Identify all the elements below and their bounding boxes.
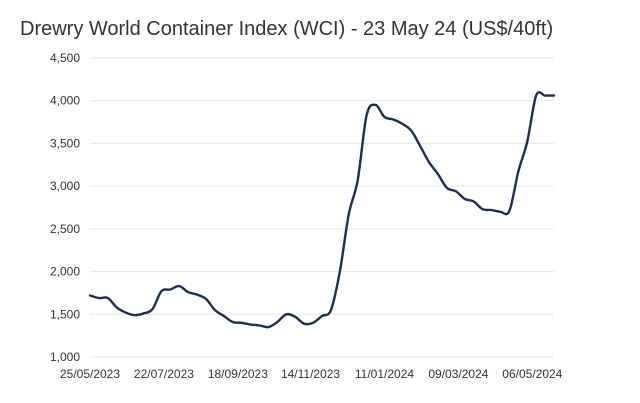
- y-tick-label: 1,500: [50, 307, 80, 321]
- chart-title: Drewry World Container Index (WCI) - 23 …: [20, 18, 554, 40]
- gridlines: [90, 57, 554, 358]
- y-tick-label: 2,500: [50, 222, 80, 236]
- x-tick-label: 14/11/2023: [281, 367, 340, 381]
- x-tick-label: 11/01/2024: [355, 367, 414, 381]
- x-tick-label: 25/05/2023: [60, 367, 120, 381]
- x-tick-label: 06/05/2024: [502, 367, 562, 381]
- y-axis-tick-labels: 1,000 1,500 2,000 2,500 3,000 3,500 4,000 4,500: [50, 51, 80, 364]
- x-tick-label: 22/07/2023: [134, 367, 194, 381]
- y-tick-label: 3,500: [50, 136, 80, 150]
- x-tick-label: 18/09/2023: [208, 367, 268, 381]
- x-axis-tick-labels: 25/05/2023 22/07/2023 18/09/2023 14/11/2023…: [60, 367, 563, 381]
- y-tick-label: 1,000: [50, 350, 80, 364]
- y-tick-label: 2,000: [50, 265, 80, 279]
- y-tick-label: 4,000: [50, 94, 80, 108]
- y-tick-label: 4,500: [50, 51, 80, 65]
- series-line: [88, 91, 556, 329]
- x-tick-label: 09/03/2024: [428, 367, 488, 381]
- y-tick-label: 3,000: [50, 179, 80, 193]
